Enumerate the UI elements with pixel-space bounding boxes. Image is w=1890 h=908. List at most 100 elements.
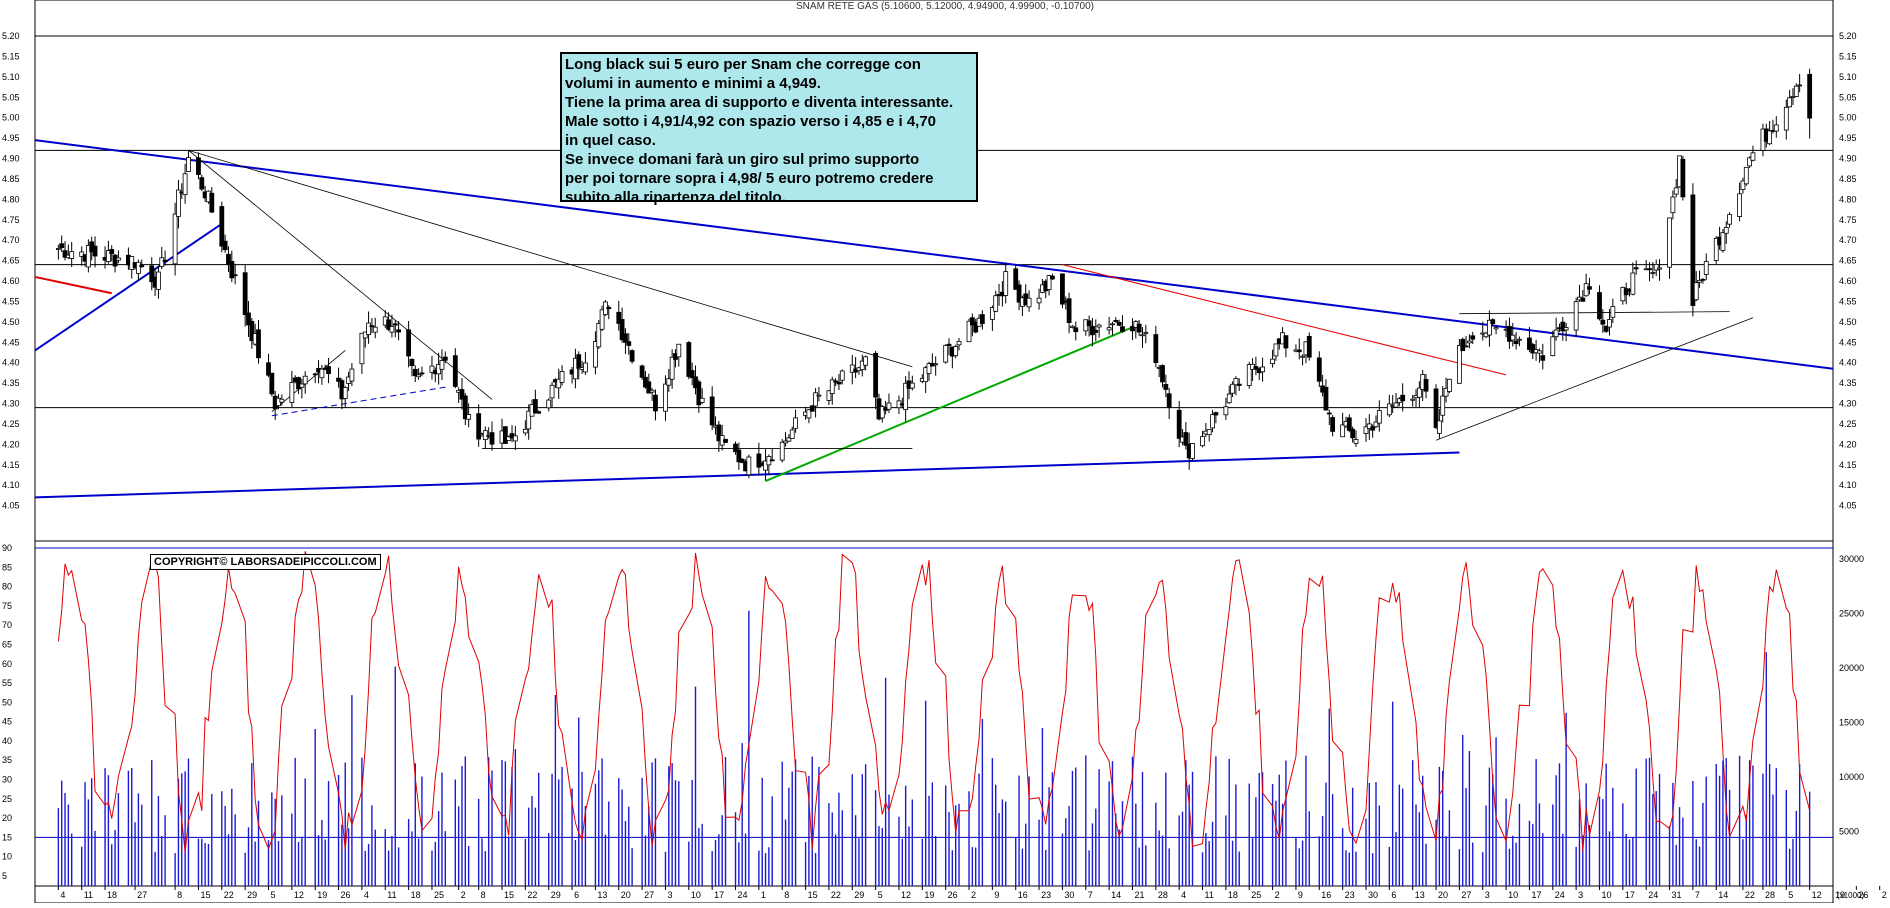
candle-body	[1653, 263, 1659, 271]
candle-body	[1470, 335, 1476, 340]
candle-body	[406, 329, 412, 357]
candle-body	[1720, 232, 1726, 251]
trendline	[765, 324, 1137, 483]
x-tick-label: 5	[878, 890, 883, 900]
volume-tick-label: 30000	[1839, 554, 1864, 564]
candle-body	[1323, 386, 1329, 411]
candle-body	[1553, 329, 1559, 338]
price-tick-label: 4.75	[2, 215, 20, 225]
candle-body	[779, 441, 785, 461]
x-tick-label: 28	[1765, 890, 1775, 900]
candle-body	[266, 362, 271, 376]
candle-body	[209, 192, 215, 213]
candle-body	[1036, 297, 1042, 304]
candle-body	[326, 366, 331, 375]
candle-body	[392, 323, 398, 326]
candle-body	[599, 309, 605, 330]
x-tick-label: 29	[551, 890, 561, 900]
x-tick-label: 3	[667, 890, 672, 900]
candle-body	[1120, 326, 1125, 332]
note-line: Male sotto i 4,91/4,92 con spazio verso …	[565, 113, 937, 130]
candle-body	[1070, 325, 1075, 328]
x-tick-label: 7	[1695, 890, 1700, 900]
x-tick-label: 26	[948, 890, 958, 900]
trendline	[1459, 311, 1730, 315]
candle-body	[1050, 275, 1055, 280]
x-tick-label: 22	[224, 890, 234, 900]
price-tick-label: 4.25	[2, 419, 20, 429]
price-tick-label: 4.90	[1839, 154, 1857, 164]
price-tick-label: 4.60	[1839, 276, 1857, 286]
candle-body	[1296, 349, 1302, 353]
candle-body	[1166, 393, 1172, 409]
candle-body	[1700, 278, 1706, 281]
candle-body	[296, 377, 301, 390]
price-tick-label: 4.95	[2, 133, 20, 143]
candle-body	[1330, 417, 1336, 432]
oscillator-tick-label: 20	[2, 813, 12, 823]
candle-body	[459, 389, 465, 400]
candle-body	[886, 402, 892, 410]
candle-body	[156, 271, 161, 290]
candle-body	[833, 380, 838, 383]
price-tick-label: 4.35	[2, 378, 20, 388]
candle-body	[176, 189, 181, 217]
note-line: Tiene la prima area di supporto e divent…	[565, 94, 954, 111]
candle-body	[256, 329, 261, 359]
x-tick-label: 5	[271, 890, 276, 900]
candle-body	[879, 406, 885, 419]
price-tick-label: 5.20	[1839, 31, 1857, 41]
candle-body	[973, 321, 979, 333]
candle-body	[669, 356, 675, 380]
x-tick-label: 30	[1064, 890, 1074, 900]
price-tick-label: 4.40	[1839, 358, 1857, 368]
candle-body	[1783, 106, 1789, 131]
candle-body	[1260, 366, 1265, 373]
price-tick-label: 5.00	[2, 113, 20, 123]
candle-body	[1597, 292, 1602, 320]
x-tick-label: 4	[60, 890, 65, 900]
candle-body	[769, 459, 775, 462]
candle-body	[663, 383, 668, 412]
candle-body	[1723, 227, 1729, 234]
candle-body	[1703, 261, 1709, 275]
x-tick-label: 16	[1018, 890, 1028, 900]
candle-body	[953, 346, 959, 357]
candle-body	[369, 325, 375, 328]
price-tick-label: 4.75	[1839, 215, 1857, 225]
candle-body	[653, 394, 658, 412]
x-tick-label: 17	[1531, 890, 1541, 900]
note-line: in quel caso.	[565, 132, 656, 149]
oscillator-tick-label: 15	[2, 832, 12, 842]
x-tick-label: 24	[738, 890, 748, 900]
candle-body	[222, 240, 228, 251]
candle-body	[1016, 284, 1022, 303]
x-tick-label: 10	[1508, 890, 1518, 900]
candle-body	[196, 157, 201, 175]
oscillator-line	[57, 551, 1811, 853]
x-tick-label: 28	[1158, 890, 1168, 900]
price-tick-label: 4.55	[1839, 296, 1857, 306]
candle-body	[993, 295, 999, 312]
candle-body	[1573, 301, 1579, 331]
x-tick-label: 12	[294, 890, 304, 900]
candle-body	[232, 274, 238, 277]
candle-body	[1350, 428, 1356, 439]
candle-body	[419, 372, 425, 375]
candle-body	[1490, 319, 1496, 324]
candle-body	[1176, 409, 1182, 439]
candle-body	[1603, 325, 1609, 332]
oscillator-tick-label: 60	[2, 659, 12, 669]
candle-body	[626, 341, 632, 346]
oscillator-tick-label: 35	[2, 755, 12, 765]
candle-body	[299, 383, 305, 388]
candle-body	[85, 244, 91, 268]
price-tick-label: 4.35	[1839, 378, 1857, 388]
x-tick-label: 9	[994, 890, 999, 900]
price-tick-label: 4.15	[1839, 460, 1857, 470]
oscillator-tick-label: 5	[2, 871, 7, 881]
candle-body	[813, 392, 818, 407]
candle-body	[1530, 344, 1536, 354]
candle-body	[1436, 420, 1442, 434]
